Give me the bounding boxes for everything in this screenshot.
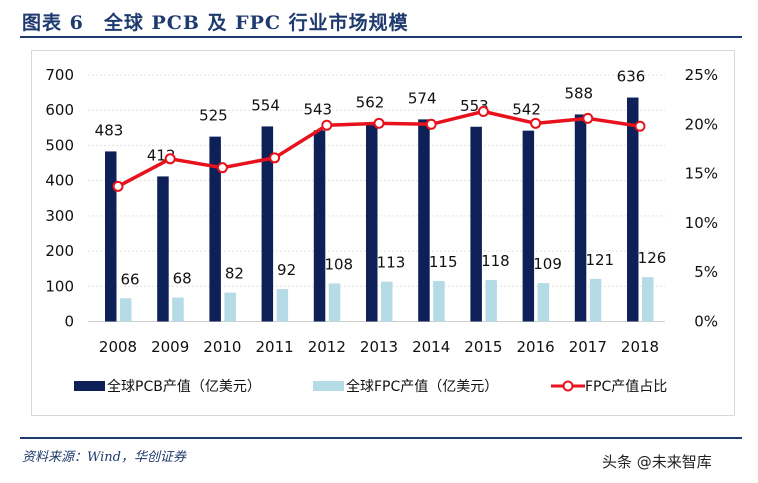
bar-pcb	[470, 126, 482, 322]
x-axis-tick-label: 2017	[569, 338, 607, 356]
bar-fpc	[589, 278, 602, 322]
data-label-pcb: 543	[303, 100, 332, 118]
point-fpc-share	[269, 152, 281, 164]
data-label-pcb: 542	[512, 101, 541, 119]
legend-line-marker-icon	[551, 380, 585, 392]
bar-pcb	[157, 176, 169, 322]
point-fpc-share	[634, 120, 646, 132]
bar-pcb	[209, 136, 221, 322]
data-label-fpc: 82	[225, 265, 244, 283]
data-label-pcb: 525	[199, 107, 228, 125]
data-label-pcb: 574	[408, 89, 437, 107]
right-axis-tick-label: 5%	[694, 263, 718, 281]
legend-label-fpc: 全球FPC产值（亿美元）	[346, 379, 499, 395]
right-axis-tick-label: 20%	[685, 115, 718, 133]
right-axis-tick-label: 25%	[685, 66, 718, 84]
legend-swatch-pcb	[74, 381, 105, 391]
x-axis-tick-label: 2015	[464, 338, 502, 356]
title-divider	[20, 36, 742, 38]
left-axis-tick-label: 700	[45, 66, 74, 84]
figure-title: 图表 6 全球 PCB 及 FPC 行业市场规模	[22, 12, 409, 34]
left-axis-tick-label: 400	[45, 172, 74, 190]
point-fpc-share	[530, 117, 542, 129]
left-axis-tick-label: 100	[45, 277, 74, 295]
bar-fpc	[120, 298, 132, 322]
data-label-fpc: 115	[429, 253, 458, 271]
x-axis-tick-label: 2008	[99, 338, 137, 356]
data-label-pcb: 636	[617, 68, 646, 86]
legend-item-pcb: 全球PCB产值（亿美元）	[74, 376, 261, 396]
left-axis-tick-label: 200	[45, 242, 74, 260]
bar-fpc	[433, 281, 445, 322]
x-axis-tick-label: 2009	[151, 338, 189, 356]
left-axis-tick-label: 500	[45, 136, 74, 154]
data-label-fpc: 66	[120, 270, 139, 288]
legend-label-share: FPC产值占比	[585, 379, 668, 395]
x-axis-tick-label: 2014	[412, 338, 450, 356]
data-label-fpc: 113	[377, 254, 406, 272]
bar-pcb	[627, 97, 639, 322]
data-label-pcb: 588	[564, 84, 593, 102]
right-axis-tick-label: 10%	[685, 214, 718, 232]
data-label-fpc: 68	[173, 270, 192, 288]
data-label-fpc: 121	[585, 251, 614, 269]
left-axis-tick-label: 600	[45, 101, 74, 119]
data-label-pcb: 554	[251, 96, 280, 114]
x-axis-tick-label: 2016	[517, 338, 555, 356]
bar-fpc	[485, 279, 497, 322]
x-axis-tick-label: 2018	[621, 338, 659, 356]
legend-swatch-fpc	[313, 381, 344, 391]
data-label-fpc: 92	[277, 261, 296, 279]
point-fpc-share	[582, 112, 594, 124]
legend-label-pcb: 全球PCB产值（亿美元）	[107, 379, 261, 395]
footer-divider	[20, 437, 742, 439]
bar-pcb	[261, 126, 274, 322]
bar-pcb	[313, 130, 326, 322]
x-axis-tick-label: 2012	[308, 338, 346, 356]
point-fpc-share	[425, 118, 437, 130]
x-axis-tick-label: 2011	[256, 338, 294, 356]
bar-pcb	[522, 130, 535, 322]
bar-fpc	[276, 289, 289, 322]
bar-fpc	[172, 297, 184, 322]
point-fpc-share	[216, 162, 228, 174]
chart-frame	[31, 50, 735, 416]
right-axis-tick-label: 15%	[685, 165, 718, 183]
right-axis-tick-label: 0%	[694, 313, 718, 331]
point-fpc-share	[477, 105, 489, 117]
bar-pcb	[366, 123, 378, 322]
left-axis-tick-label: 0	[64, 313, 74, 331]
data-label-fpc: 109	[533, 255, 562, 273]
source-note: 资料来源：Wind，华创证券	[22, 450, 186, 465]
x-axis-tick-label: 2010	[203, 338, 241, 356]
data-label-fpc: 126	[638, 249, 667, 267]
bar-pcb	[574, 114, 587, 322]
point-fpc-share	[373, 117, 385, 129]
bar-fpc	[381, 281, 393, 322]
legend-item-fpc: 全球FPC产值（亿美元）	[313, 376, 498, 396]
x-axis-tick-label: 2013	[360, 338, 398, 356]
bar-fpc	[642, 277, 654, 322]
bar-pcb	[418, 119, 430, 322]
bar-pcb	[105, 151, 117, 322]
bar-fpc	[224, 292, 236, 322]
bar-fpc	[537, 283, 550, 322]
bar-fpc	[328, 283, 341, 322]
data-label-fpc: 108	[324, 255, 353, 273]
left-axis-tick-label: 300	[45, 207, 74, 225]
point-fpc-share	[164, 153, 176, 165]
data-label-pcb: 483	[95, 121, 124, 139]
point-fpc-share	[112, 180, 124, 192]
data-label-pcb: 562	[356, 94, 385, 112]
legend-item-share: FPC产值占比	[551, 376, 667, 396]
data-label-fpc: 118	[481, 252, 510, 270]
watermark: 头条 @未来智库	[602, 453, 712, 471]
point-fpc-share	[321, 119, 333, 131]
